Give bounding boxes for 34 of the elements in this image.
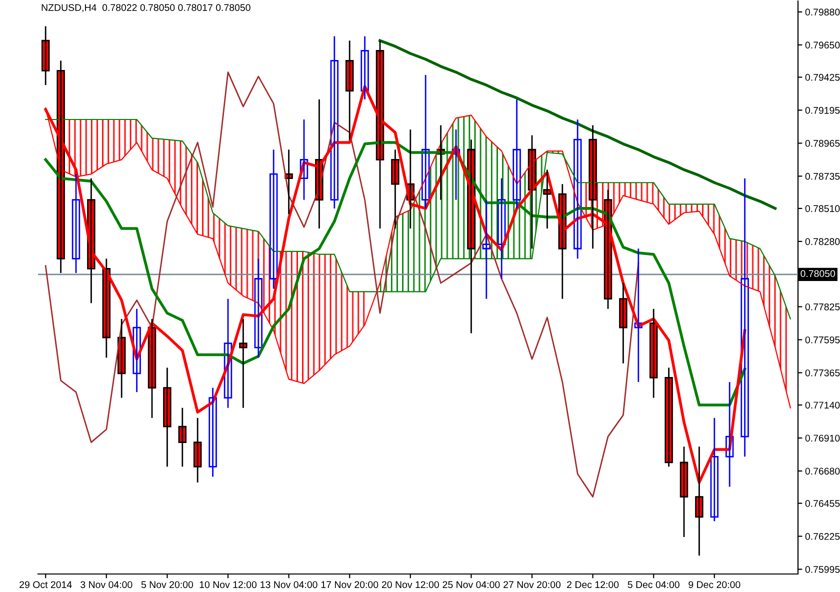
chart-title: NZDUSD,H4 0.78022 0.78050 0.78017 0.78050 — [42, 4, 250, 12]
y-tick-label: 0.79880 — [805, 8, 840, 16]
y-tick-label: 0.79650 — [805, 42, 840, 49]
x-tick-label: 29 Oct 2014 — [20, 581, 72, 588]
y-tick-label: 0.78280 — [805, 238, 840, 246]
y-tick-label: 0.78735 — [805, 172, 840, 180]
x-tick-label: 17 Nov 20:00 — [321, 581, 378, 588]
y-tick-label: 0.76680 — [805, 468, 840, 475]
y-tick-label: 0.77825 — [805, 303, 840, 310]
y-tick-label: 0.78510 — [805, 205, 840, 212]
y-tick-label: 0.75995 — [805, 566, 840, 573]
x-tick-label: 13 Nov 04:00 — [260, 581, 318, 588]
y-tick-label: 0.76455 — [805, 500, 840, 507]
x-tick-label: 9 Dec 20:00 — [688, 581, 740, 588]
y-tick-label: 0.79195 — [805, 106, 840, 114]
line-series — [44, 71, 640, 498]
y-tick-label: 0.77365 — [805, 369, 840, 376]
x-tick-label: 10 Nov 12:00 — [200, 581, 257, 588]
y-tick-label: 0.76225 — [805, 533, 840, 540]
line-series — [378, 39, 777, 210]
y-tick-label: 0.77595 — [805, 336, 840, 344]
y-tick-label: 0.77140 — [805, 402, 840, 409]
x-tick-label: 3 Nov 04:00 — [80, 581, 132, 588]
x-tick-label: 2 Dec 12:00 — [567, 581, 619, 588]
x-tick-label: 5 Dec 04:00 — [628, 581, 680, 588]
x-tick-label: 20 Nov 12:00 — [382, 581, 439, 588]
y-tick-label: 0.79425 — [805, 74, 840, 81]
y-tick-label: 0.76910 — [805, 434, 840, 442]
x-tick-label: 27 Nov 20:00 — [504, 581, 561, 588]
x-tick-label: 5 Nov 20:00 — [141, 581, 194, 588]
candlestick — [239, 318, 248, 409]
y-tick-label: 0.78965 — [805, 140, 840, 147]
ref-line-label: 0.78050 — [800, 270, 836, 278]
x-tick-label: 25 Nov 04:00 — [442, 581, 500, 588]
